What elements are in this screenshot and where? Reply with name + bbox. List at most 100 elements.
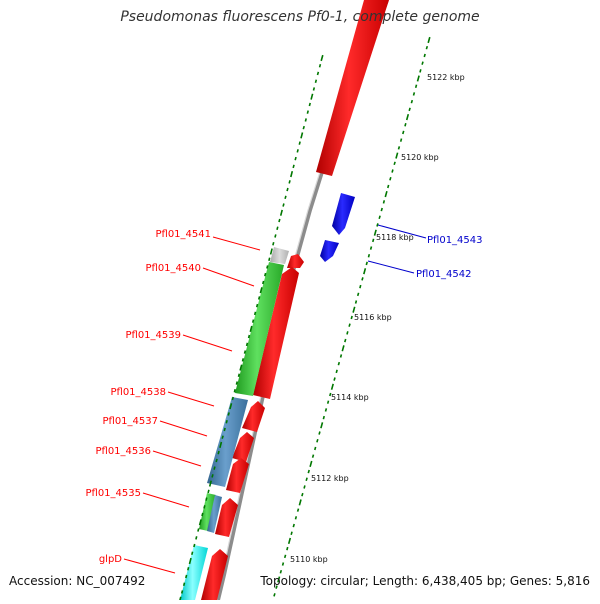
cog-segment-steelblue <box>207 495 222 533</box>
genome-backbone <box>216 0 389 601</box>
ruler-minor-tick <box>191 551 194 555</box>
ruler-minor-tick <box>281 562 285 566</box>
ruler-major-tick <box>188 557 192 565</box>
ruler-major-tick <box>269 248 273 255</box>
tick-label: 5120 kbp <box>401 153 439 162</box>
ruler-minor-tick <box>361 277 364 281</box>
leader-line-Pfl01_4542 <box>367 260 415 274</box>
ruler-major-tick <box>290 170 294 178</box>
ruler-minor-tick <box>266 265 269 269</box>
ruler-minor-tick <box>257 296 261 300</box>
ruler-minor-tick <box>337 361 341 366</box>
ruler-minor-tick <box>286 187 289 192</box>
ruler-minor-tick <box>423 53 426 58</box>
cog-segment-green <box>235 262 284 396</box>
ruler-minor-tick <box>350 315 353 320</box>
ruler-major-tick <box>249 325 253 333</box>
ruler-minor-tick <box>235 381 239 385</box>
ruler-major-tick <box>341 345 345 352</box>
gene-label: Pfl01_4542 <box>416 269 472 280</box>
ruler-major-tick <box>373 229 377 236</box>
ruler-major-tick <box>352 306 356 313</box>
ruler-minor-tick <box>193 543 196 548</box>
ruler-minor-tick <box>283 554 287 559</box>
leader-line-Pfl01_4541 <box>212 236 261 251</box>
ruler-minor-tick <box>393 161 396 166</box>
ruler-minor-tick <box>382 200 386 204</box>
gene-arrow-forward <box>215 498 238 537</box>
ruler-minor-tick <box>180 590 184 594</box>
ruler-minor-tick <box>412 92 416 96</box>
ruler-minor-tick <box>294 516 298 520</box>
ruler-minor-tick <box>404 123 407 127</box>
inner-dotted-ruler <box>178 54 324 603</box>
accession-text: Accession: NC_007492 <box>9 574 146 588</box>
ruler-minor-tick <box>378 215 381 220</box>
tick-label: 5122 kbp <box>427 73 465 82</box>
ruler-minor-tick <box>314 79 318 83</box>
ruler-minor-tick <box>372 238 375 243</box>
tick-label: 5116 kbp <box>354 313 392 322</box>
ruler-minor-tick <box>215 458 218 463</box>
gene-arrow-forward <box>287 254 304 268</box>
ruler-major-tick <box>239 364 243 371</box>
gene-arrow-reverse <box>332 193 355 235</box>
ruler-minor-tick <box>419 69 422 73</box>
gene-arrow-forward <box>232 432 254 462</box>
ruler-minor-tick <box>380 207 383 212</box>
ruler-minor-tick <box>402 130 405 135</box>
ruler-minor-tick <box>365 261 368 266</box>
ruler-major-tick <box>259 287 263 294</box>
leader-line-Pfl01_4538 <box>167 391 215 407</box>
ruler-minor-tick <box>294 156 297 161</box>
gene-arrow-reverse <box>320 240 339 262</box>
gene-label: Pfl01_4543 <box>427 235 483 246</box>
ruler-minor-tick <box>290 531 293 535</box>
ruler-minor-tick <box>311 454 315 458</box>
tick-label: 5118 kbp <box>376 233 414 242</box>
ruler-minor-tick <box>316 71 320 76</box>
ruler-minor-tick <box>273 593 276 597</box>
ruler-minor-tick <box>205 497 208 501</box>
gene-arrow-forward <box>226 458 249 493</box>
ruler-minor-tick <box>231 396 234 401</box>
ruler-minor-tick <box>279 569 283 574</box>
ruler-minor-tick <box>335 369 338 374</box>
leader-line-Pfl01_4543 <box>377 224 427 239</box>
ruler-minor-tick <box>306 110 309 114</box>
tick-label: 5114 kbp <box>331 393 369 402</box>
ruler-minor-tick <box>314 446 317 451</box>
ruler-minor-tick <box>284 195 287 200</box>
ruler-minor-tick <box>354 300 358 304</box>
ruler-minor-tick <box>227 412 230 416</box>
gene-label: Pfl01_4537 <box>102 416 158 427</box>
cog-segment-green <box>199 493 216 531</box>
ruler-minor-tick <box>410 99 414 104</box>
ruler-major-tick <box>208 480 212 487</box>
ruler-minor-tick <box>211 474 214 478</box>
ruler-minor-tick <box>203 505 206 509</box>
ruler-minor-tick <box>312 87 316 91</box>
leader-line-Pfl01_4535 <box>142 492 190 508</box>
ruler-minor-tick <box>339 354 343 358</box>
ruler-minor-tick <box>276 226 279 230</box>
leader-line-Pfl01_4540 <box>202 267 255 287</box>
ruler-minor-tick <box>286 546 289 551</box>
ruler-minor-tick <box>225 420 228 424</box>
ruler-major-tick <box>277 576 281 583</box>
ruler-minor-tick <box>278 218 281 223</box>
ruler-minor-tick <box>282 203 285 207</box>
ruler-minor-tick <box>316 438 319 443</box>
ruler-minor-tick <box>296 149 299 153</box>
ruler-minor-tick <box>221 435 224 439</box>
ruler-minor-tick <box>344 338 347 343</box>
genome-summary-text: Topology: circular; Length: 6,438,405 bp… <box>260 574 590 588</box>
ruler-minor-tick <box>245 342 249 347</box>
ruler-minor-tick <box>333 377 336 381</box>
ruler-minor-tick <box>356 292 360 297</box>
gene-leader-lines-reverse <box>367 224 427 274</box>
ruler-minor-tick <box>288 180 291 184</box>
ruler-minor-tick <box>237 373 241 377</box>
ruler-major-tick <box>427 36 431 44</box>
tick-label: 5110 kbp <box>290 555 328 564</box>
